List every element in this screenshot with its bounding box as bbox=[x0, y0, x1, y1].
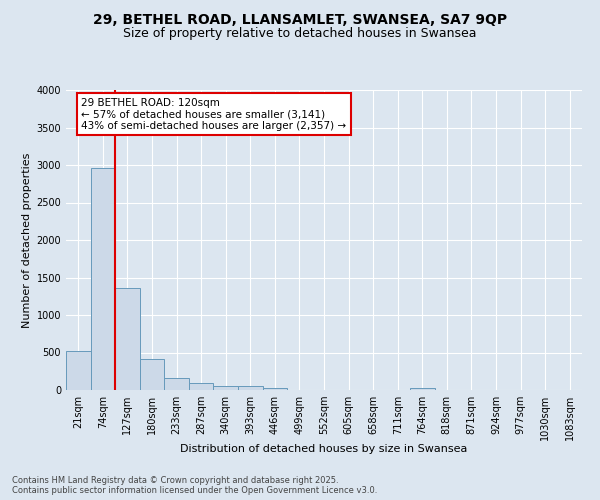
Text: 29 BETHEL ROAD: 120sqm
← 57% of detached houses are smaller (3,141)
43% of semi-: 29 BETHEL ROAD: 120sqm ← 57% of detached… bbox=[81, 98, 346, 130]
Bar bbox=[91, 168, 115, 390]
Bar bbox=[140, 358, 164, 390]
Y-axis label: Number of detached properties: Number of detached properties bbox=[22, 152, 32, 328]
X-axis label: Distribution of detached houses by size in Swansea: Distribution of detached houses by size … bbox=[181, 444, 467, 454]
Bar bbox=[189, 383, 214, 390]
Bar bbox=[164, 378, 189, 390]
Bar bbox=[238, 386, 263, 390]
Bar bbox=[214, 386, 238, 390]
Text: Size of property relative to detached houses in Swansea: Size of property relative to detached ho… bbox=[123, 28, 477, 40]
Bar bbox=[66, 351, 91, 390]
Text: Contains HM Land Registry data © Crown copyright and database right 2025.
Contai: Contains HM Land Registry data © Crown c… bbox=[12, 476, 377, 495]
Bar bbox=[263, 388, 287, 390]
Text: 29, BETHEL ROAD, LLANSAMLET, SWANSEA, SA7 9QP: 29, BETHEL ROAD, LLANSAMLET, SWANSEA, SA… bbox=[93, 12, 507, 26]
Bar bbox=[115, 288, 140, 390]
Bar bbox=[410, 388, 434, 390]
